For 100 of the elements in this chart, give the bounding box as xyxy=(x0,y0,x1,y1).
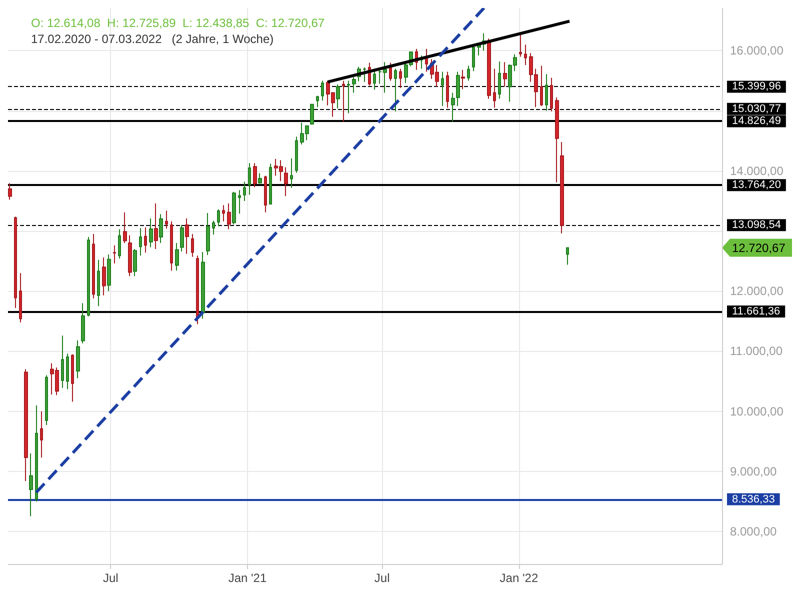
ref-line-label: 15.399,96 xyxy=(732,80,781,93)
candlestick xyxy=(269,163,272,206)
candlestick xyxy=(217,208,220,227)
candlestick xyxy=(493,68,496,108)
y-tick-label: 8.000,00 xyxy=(730,524,778,539)
text: 17.02.2020 - 07.03.2022 (2 Jahre, 1 Woche) xyxy=(31,32,274,46)
candlestick xyxy=(258,172,262,184)
candlestick xyxy=(451,92,455,122)
candlestick xyxy=(310,104,314,126)
candlestick xyxy=(394,68,397,112)
candlestick xyxy=(290,158,293,188)
candlestick xyxy=(118,228,121,260)
ref-line-label: 8.536,33 xyxy=(732,493,775,506)
candlestick xyxy=(185,218,189,254)
x-tick-label: Jan '22 xyxy=(500,571,538,585)
candlestick xyxy=(123,212,127,244)
candlestick xyxy=(441,71,444,106)
candlestick xyxy=(196,255,199,325)
candlestick xyxy=(461,69,465,90)
candlestick xyxy=(566,246,569,266)
y-tick-label: 9.000,00 xyxy=(730,464,778,478)
candlestick xyxy=(264,175,267,213)
candlestick xyxy=(92,234,95,299)
candlestick xyxy=(87,236,90,317)
candlestick xyxy=(420,54,423,70)
candlestick xyxy=(295,136,298,174)
candlestick xyxy=(232,191,236,225)
candlestick xyxy=(212,220,215,236)
x-tick-label: Jul xyxy=(374,571,390,585)
candlestick xyxy=(206,212,210,256)
candlestick xyxy=(29,452,33,517)
candlestick xyxy=(316,95,319,108)
candlestick xyxy=(352,76,356,94)
candlestick xyxy=(175,242,179,272)
candlestick xyxy=(253,162,257,188)
candlestick xyxy=(45,374,48,426)
candlestick xyxy=(540,65,543,106)
candlestick xyxy=(524,44,527,66)
candlestick xyxy=(545,74,548,112)
candlestick xyxy=(248,162,251,196)
candlestick xyxy=(107,254,111,292)
ref-line-label: 13.764,20 xyxy=(732,179,781,192)
candlestick xyxy=(487,38,491,100)
candlestick xyxy=(149,218,153,248)
candlestick xyxy=(128,234,132,277)
ref-line-label: 11.661,36 xyxy=(732,305,780,318)
candlestick xyxy=(71,354,74,402)
candlestick xyxy=(336,84,340,109)
candlestick xyxy=(35,404,38,502)
candlestick xyxy=(321,80,324,102)
candlestick xyxy=(97,259,100,307)
candlestick xyxy=(238,190,241,214)
x-tick-label: Jul xyxy=(102,571,118,585)
candlestick xyxy=(139,227,142,256)
candlestick xyxy=(347,80,350,114)
candlestick xyxy=(76,340,80,379)
candlestick xyxy=(498,60,501,100)
text: O: 12.614,08 H: 12.725,89 L: 12.438,85 C: 12.720,67 xyxy=(31,16,325,30)
candlestick xyxy=(243,181,246,202)
candlestick xyxy=(467,65,470,82)
candlestick xyxy=(154,202,158,250)
candlestick xyxy=(472,45,475,72)
x-tick-label: Jan '21 xyxy=(228,571,267,585)
candlestick xyxy=(550,77,553,112)
candlestick xyxy=(201,252,205,320)
candlestick xyxy=(40,410,43,458)
candlestick xyxy=(456,71,460,106)
candlestick xyxy=(342,80,345,122)
y-tick-label: 14.000,00 xyxy=(730,164,784,178)
text: 12.720,67 xyxy=(732,240,786,255)
y-tick-label: 12.000,00 xyxy=(730,284,784,298)
candlestick xyxy=(170,220,173,272)
candlestick xyxy=(222,204,225,222)
candlestick xyxy=(477,42,481,56)
candlestick xyxy=(81,302,85,344)
candlestick xyxy=(113,244,116,264)
candlestick xyxy=(446,71,449,108)
ref-line-label: 14.826,49 xyxy=(732,115,781,128)
ref-line-label: 13.098,54 xyxy=(732,219,781,232)
candlestick xyxy=(227,202,231,230)
candlestick xyxy=(144,226,147,254)
candlestick xyxy=(555,97,559,183)
candlestick xyxy=(191,234,194,258)
candlestick xyxy=(133,248,137,277)
candlestick xyxy=(159,214,163,244)
candlestick xyxy=(363,67,366,82)
y-tick-label: 10.000,00 xyxy=(730,404,784,418)
candlestick xyxy=(503,62,507,88)
candlestick xyxy=(102,256,106,296)
candlestick xyxy=(8,182,12,200)
candlestick xyxy=(389,62,392,82)
candlestick xyxy=(165,210,168,230)
candlestick xyxy=(519,32,522,58)
candlestick xyxy=(284,166,288,197)
candlestick xyxy=(399,68,402,88)
candlestick xyxy=(560,142,564,234)
candlestick xyxy=(24,368,28,482)
candlestick xyxy=(66,353,69,390)
y-tick-label: 16.000,00 xyxy=(730,44,784,58)
candlestick xyxy=(19,272,22,323)
